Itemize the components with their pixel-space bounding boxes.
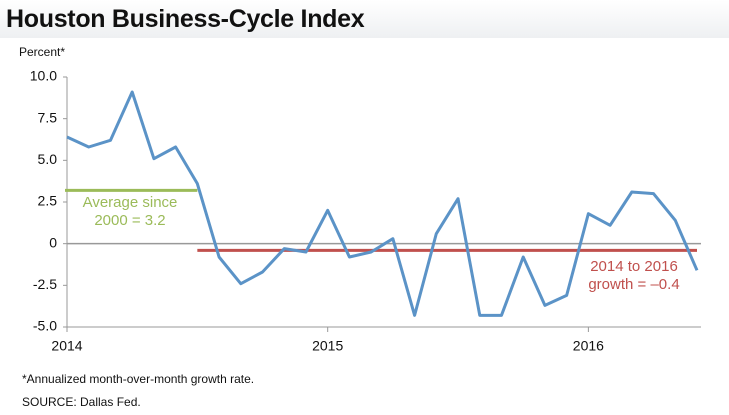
y-tick-label: 5.0 bbox=[38, 151, 58, 167]
x-tick-label: 2014 bbox=[51, 338, 82, 354]
y-tick-label: 10.0 bbox=[30, 68, 57, 84]
header-band bbox=[0, 0, 729, 38]
y-tick-label: 7.5 bbox=[38, 109, 58, 125]
data-line bbox=[66, 90, 699, 317]
x-tick-label: 2015 bbox=[312, 338, 343, 354]
y-axis-label: Percent* bbox=[19, 45, 65, 59]
chart-title: Houston Business-Cycle Index bbox=[6, 5, 365, 33]
y-tick-label: -5.0 bbox=[33, 318, 57, 334]
y-tick-label: 2.5 bbox=[38, 193, 58, 209]
y-tick-label: 0 bbox=[49, 234, 57, 250]
reference-label: Average since 2000 = 3.2 bbox=[70, 194, 190, 230]
y-tick-label: -2.5 bbox=[33, 276, 57, 292]
reference-label: 2014 to 2016 growth = –0.4 bbox=[578, 258, 690, 294]
x-tick-label: 2016 bbox=[573, 338, 604, 354]
footnote: *Annualized month-over-month growth rate… bbox=[22, 372, 255, 386]
source: SOURCE: Dallas Fed. bbox=[22, 395, 141, 409]
